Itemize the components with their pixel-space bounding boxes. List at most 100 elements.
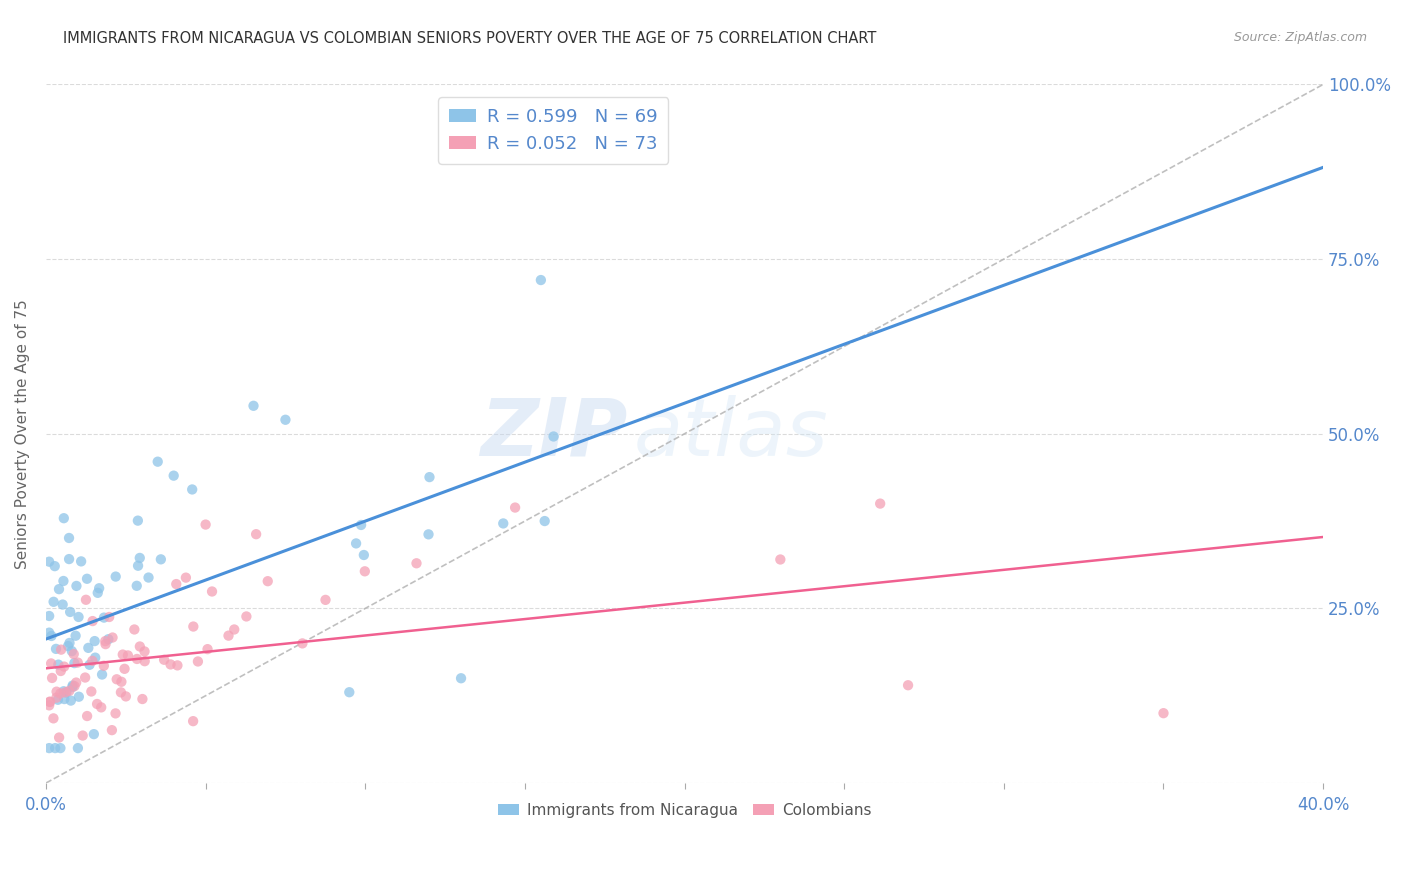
Point — [125, 579, 148, 593]
Point — [44, 741, 66, 756]
Text: IMMIGRANTS FROM NICARAGUA VS COLOMBIAN SENIORS POVERTY OVER THE AGE OF 75 CORREL: IMMIGRANTS FROM NICARAGUA VS COLOMBIAN S… — [63, 31, 877, 46]
Point — [67, 690, 90, 704]
Point — [149, 552, 172, 566]
Point — [146, 455, 169, 469]
Point — [82, 614, 104, 628]
Point — [101, 631, 124, 645]
Point — [49, 664, 72, 678]
Point — [291, 636, 314, 650]
Point — [127, 558, 149, 573]
Point — [65, 579, 87, 593]
Point — [242, 399, 264, 413]
Point — [48, 582, 70, 596]
Point — [39, 695, 62, 709]
Point — [75, 671, 97, 685]
Point — [165, 577, 187, 591]
Text: ZIP: ZIP — [479, 395, 627, 473]
Point — [58, 531, 80, 545]
Point — [450, 671, 472, 685]
Point — [38, 555, 60, 569]
Point — [138, 570, 160, 584]
Point — [72, 729, 94, 743]
Point — [83, 727, 105, 741]
Point — [115, 690, 138, 704]
Point — [49, 686, 72, 700]
Point — [104, 569, 127, 583]
Point — [75, 592, 97, 607]
Point — [131, 692, 153, 706]
Point — [62, 647, 84, 661]
Point — [110, 685, 132, 699]
Point — [60, 644, 83, 658]
Point — [128, 640, 150, 654]
Text: atlas: atlas — [634, 395, 828, 473]
Point — [77, 640, 100, 655]
Point — [530, 273, 553, 287]
Point — [769, 552, 792, 566]
Point — [49, 741, 72, 756]
Point — [82, 654, 104, 668]
Point — [83, 634, 105, 648]
Point — [353, 548, 375, 562]
Point — [218, 629, 240, 643]
Point — [53, 659, 76, 673]
Point — [159, 657, 181, 672]
Point — [63, 656, 86, 670]
Point — [97, 632, 120, 647]
Point — [52, 598, 75, 612]
Point — [353, 564, 375, 578]
Point — [201, 584, 224, 599]
Point — [89, 581, 111, 595]
Point — [163, 468, 186, 483]
Point — [187, 655, 209, 669]
Point — [42, 595, 65, 609]
Point — [80, 684, 103, 698]
Point — [70, 554, 93, 568]
Point — [63, 679, 86, 693]
Point — [42, 711, 65, 725]
Point — [38, 609, 60, 624]
Point — [174, 571, 197, 585]
Point — [337, 685, 360, 699]
Point — [256, 574, 278, 589]
Point — [38, 695, 60, 709]
Point — [86, 697, 108, 711]
Point — [52, 684, 75, 698]
Point — [45, 690, 67, 705]
Text: Source: ZipAtlas.com: Source: ZipAtlas.com — [1233, 31, 1367, 45]
Point — [194, 517, 217, 532]
Point — [181, 483, 204, 497]
Point — [45, 641, 67, 656]
Point — [94, 634, 117, 648]
Point — [492, 516, 515, 531]
Point — [245, 527, 267, 541]
Point — [55, 685, 77, 699]
Point — [93, 610, 115, 624]
Point — [44, 559, 66, 574]
Point — [56, 639, 79, 653]
Point — [418, 527, 440, 541]
Point — [46, 692, 69, 706]
Point — [405, 556, 427, 570]
Point — [235, 609, 257, 624]
Point — [869, 497, 891, 511]
Point — [124, 623, 146, 637]
Point — [67, 610, 90, 624]
Point — [105, 673, 128, 687]
Point — [274, 413, 297, 427]
Point — [503, 500, 526, 515]
Point — [181, 714, 204, 728]
Point — [315, 593, 337, 607]
Point — [543, 429, 565, 443]
Point — [90, 700, 112, 714]
Point — [344, 536, 367, 550]
Point — [197, 642, 219, 657]
Point — [45, 684, 67, 698]
Point — [897, 678, 920, 692]
Point — [125, 652, 148, 666]
Point — [76, 709, 98, 723]
Point — [76, 572, 98, 586]
Legend: Immigrants from Nicaragua, Colombians: Immigrants from Nicaragua, Colombians — [492, 797, 877, 824]
Point — [39, 657, 62, 671]
Point — [183, 619, 205, 633]
